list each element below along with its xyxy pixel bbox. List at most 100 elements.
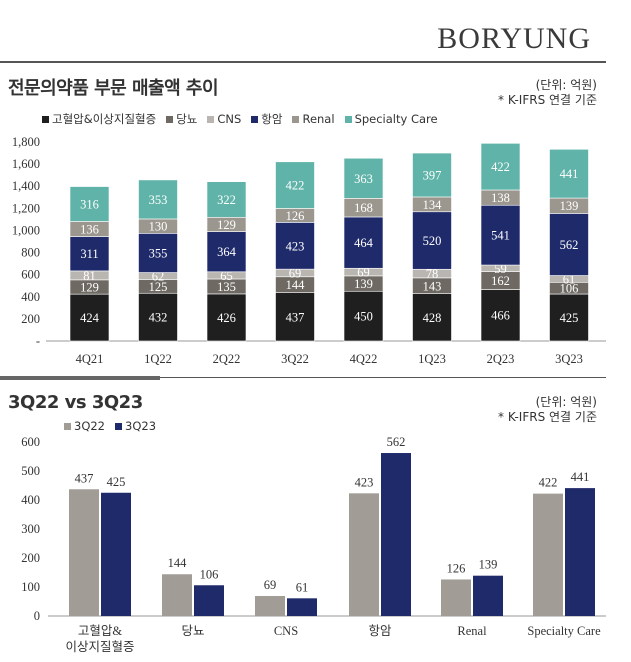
bar-value-label: 106 <box>200 567 219 581</box>
y-tick-label: 600 <box>21 435 40 449</box>
bar-value-label: 125 <box>149 280 168 294</box>
bar-value-label: 520 <box>423 234 442 248</box>
legend-swatch <box>42 115 49 123</box>
section1-title: 전문의약품 부문 매출액 추이 <box>8 78 219 99</box>
bar-value-label: 422 <box>491 160 510 174</box>
legend-swatch <box>64 422 71 430</box>
x-tick-label: 항암 <box>368 624 392 638</box>
bar-value-label: 139 <box>479 558 498 572</box>
x-tick-label: 3Q23 <box>555 352 583 366</box>
bar <box>194 585 224 616</box>
bar-value-label: 311 <box>80 247 98 261</box>
bar-value-label: 144 <box>286 278 306 292</box>
x-tick-label: Renal <box>457 624 487 638</box>
bar-value-label: 441 <box>560 167 579 181</box>
x-tick-label: 1Q23 <box>418 352 446 366</box>
bar-value-label: 126 <box>447 561 466 575</box>
x-tick-label: 당뇨 <box>181 624 204 638</box>
section1-unit-note: (단위: 억원) * K-IFRS 연결 기준 <box>498 78 597 108</box>
bar <box>381 453 411 616</box>
x-tick-label: 고혈압& <box>78 624 123 638</box>
section-divider-rule <box>160 377 606 378</box>
bar-value-label: 562 <box>387 435 406 449</box>
legend-label: CNS <box>217 112 242 126</box>
bar-value-label: 61 <box>296 580 309 594</box>
bar-value-label: 106 <box>560 282 579 296</box>
bar-segment <box>343 290 384 342</box>
legend-item: 3Q22 <box>64 419 105 433</box>
bar-value-label: 69 <box>289 266 302 280</box>
bar-value-label: 562 <box>560 238 579 252</box>
legend-swatch <box>115 422 123 430</box>
bar-segment <box>480 204 521 266</box>
bar <box>565 488 595 616</box>
bar-segment <box>412 152 452 198</box>
bar-value-label: 425 <box>560 311 579 325</box>
bar-value-label: 130 <box>149 220 168 234</box>
bar <box>473 575 503 616</box>
bar-value-label: 136 <box>80 223 99 237</box>
legend-item: 당뇨 <box>166 111 197 127</box>
bar <box>255 595 285 616</box>
bar <box>533 493 563 616</box>
y-tick-label: 800 <box>21 246 40 260</box>
bar-value-label: 126 <box>286 209 305 223</box>
bar <box>287 598 317 616</box>
section2-unit-note: (단위: 억원) * K-IFRS 연결 기준 <box>498 395 597 425</box>
bar-value-label: 428 <box>423 311 442 325</box>
legend-swatch <box>292 115 300 123</box>
bar-segment <box>206 181 247 218</box>
bar-segment <box>343 216 384 269</box>
bar-value-label: 69 <box>357 266 370 280</box>
bar-value-label: 129 <box>217 218 236 232</box>
bar-value-label: 541 <box>491 229 510 243</box>
bar-value-label: 143 <box>423 279 442 293</box>
y-tick-label: 1,000 <box>12 223 40 237</box>
bar-value-label: 69 <box>264 578 277 592</box>
legend-label: Renal <box>302 112 335 126</box>
y-tick-label: 500 <box>21 464 40 478</box>
legend-label: 3Q22 <box>74 419 106 433</box>
bar <box>69 489 99 616</box>
chart2-legend: 3Q22 3Q23 <box>64 419 156 433</box>
legend-label: 3Q23 <box>125 419 157 433</box>
bar-segment <box>206 293 247 342</box>
legend-label: 당뇨 <box>176 112 198 126</box>
y-tick-label: 200 <box>21 551 40 565</box>
legend-swatch <box>251 115 259 123</box>
section2-basis: * K-IFRS 연결 기준 <box>498 410 597 424</box>
x-tick-label: 4Q21 <box>76 352 104 366</box>
bar-segment <box>69 236 110 272</box>
bar-value-label: 78 <box>426 267 439 281</box>
bar-value-label: 139 <box>354 277 373 291</box>
legend-item: Specialty Care <box>344 112 438 126</box>
bar-value-label: 364 <box>217 245 237 259</box>
y-tick-label: 0 <box>34 609 40 623</box>
x-tick-label: Specialty Care <box>527 624 601 638</box>
y-tick-label: 600 <box>21 268 40 282</box>
bar-segment <box>206 231 247 273</box>
y-tick-label: 1,800 <box>12 135 40 149</box>
y-tick-label: 400 <box>21 290 40 304</box>
bar-segment <box>412 211 452 270</box>
bar-value-label: 437 <box>286 310 305 324</box>
bar-value-label: 466 <box>491 309 510 323</box>
bar-value-label: 441 <box>571 470 590 484</box>
bar-value-label: 81 <box>83 269 96 283</box>
section-divider-bar <box>0 376 160 380</box>
x-tick-label: 4Q22 <box>350 352 378 366</box>
legend-label: 항암 <box>261 112 283 126</box>
bar-value-label: 426 <box>217 311 236 325</box>
y-tick-label: 200 <box>21 312 40 326</box>
x-tick-label: 3Q22 <box>281 352 309 366</box>
bar-value-label: 422 <box>286 179 305 193</box>
bar-value-label: 423 <box>286 239 305 253</box>
bar-segment <box>549 293 589 342</box>
bar-value-label: 432 <box>149 311 168 325</box>
bar-value-label: 450 <box>354 310 373 324</box>
x-tick-label: 1Q22 <box>144 352 172 366</box>
section2-unit: (단위: 억원) <box>535 395 597 409</box>
bar-value-label: 168 <box>354 201 373 215</box>
bar-segment <box>138 233 178 273</box>
bar-segment <box>343 157 384 199</box>
